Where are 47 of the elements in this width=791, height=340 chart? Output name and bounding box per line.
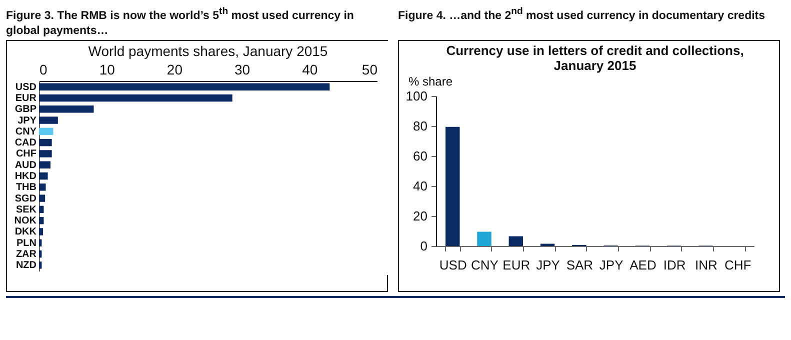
y-tick-label: SEK bbox=[16, 204, 38, 216]
y-tick-label: 20 bbox=[413, 208, 428, 224]
x-tick-label: CNY bbox=[471, 258, 499, 272]
x-tick-label: INR bbox=[695, 258, 718, 272]
y-tick-label: DKK bbox=[14, 226, 38, 238]
x-tick-label: 30 bbox=[234, 62, 250, 78]
y-tick-label: EUR bbox=[15, 92, 38, 104]
y-tick-label: 40 bbox=[413, 178, 428, 194]
y-tick-label: THB bbox=[16, 182, 36, 194]
y-tick-label: NOK bbox=[14, 216, 38, 227]
y-tick-label: GBP bbox=[14, 104, 37, 116]
y-tick-label: CHF bbox=[16, 148, 36, 160]
y-tick-label: USD bbox=[15, 82, 36, 93]
x-tick-label: USD bbox=[439, 258, 467, 272]
x-tick-label: 50 bbox=[362, 62, 378, 78]
y-tick-label: 0 bbox=[420, 238, 428, 254]
x-tick-label: JPY bbox=[536, 258, 560, 272]
y-tick-label: AUD bbox=[14, 160, 36, 171]
bar bbox=[477, 232, 492, 246]
x-tick-label: AED bbox=[630, 258, 656, 272]
chart-subtitle: Currency use in letters of credit and collections, January 2015 bbox=[446, 43, 744, 73]
y-tick-label: ZAR bbox=[16, 249, 38, 260]
y-tick-label: HKD bbox=[14, 171, 36, 182]
chart-subtitle: World payments shares, January 2015 bbox=[88, 43, 328, 59]
x-tick-label: SAR bbox=[566, 258, 594, 272]
y-tick-label: SGD bbox=[14, 193, 36, 204]
chart-title: Figure 4. …and the 2$^{nd}$ most used currency in documentary credits bbox=[398, 5, 766, 24]
y-tick-label: 80 bbox=[413, 118, 428, 134]
y-tick-label: PLN bbox=[16, 238, 36, 249]
x-tick-label: EUR bbox=[502, 258, 530, 272]
x-tick-label: JPY bbox=[599, 258, 624, 272]
x-tick-label: 0 bbox=[40, 62, 48, 78]
y-tick-label: CNY bbox=[15, 126, 37, 138]
chart-title: Figure 3. The RMB is now the world’s 5$^{th}$ most used currency in global payments… bbox=[6, 6, 354, 37]
y-tick-label: JPY bbox=[18, 115, 37, 126]
y-axis-title: % share bbox=[408, 74, 453, 88]
x-tick-label: 20 bbox=[166, 62, 183, 78]
y-tick-label: CAD bbox=[14, 138, 36, 149]
y-tick-label: 60 bbox=[413, 148, 428, 164]
y-tick-label: 100 bbox=[406, 88, 428, 104]
bar bbox=[508, 236, 524, 246]
x-tick-label: 40 bbox=[302, 62, 318, 78]
y-tick-label: NZD bbox=[16, 260, 36, 272]
x-tick-label: IDR bbox=[663, 258, 686, 272]
x-tick-label: 10 bbox=[99, 62, 116, 78]
x-tick-label: CHF bbox=[724, 258, 752, 272]
bar bbox=[445, 126, 460, 246]
